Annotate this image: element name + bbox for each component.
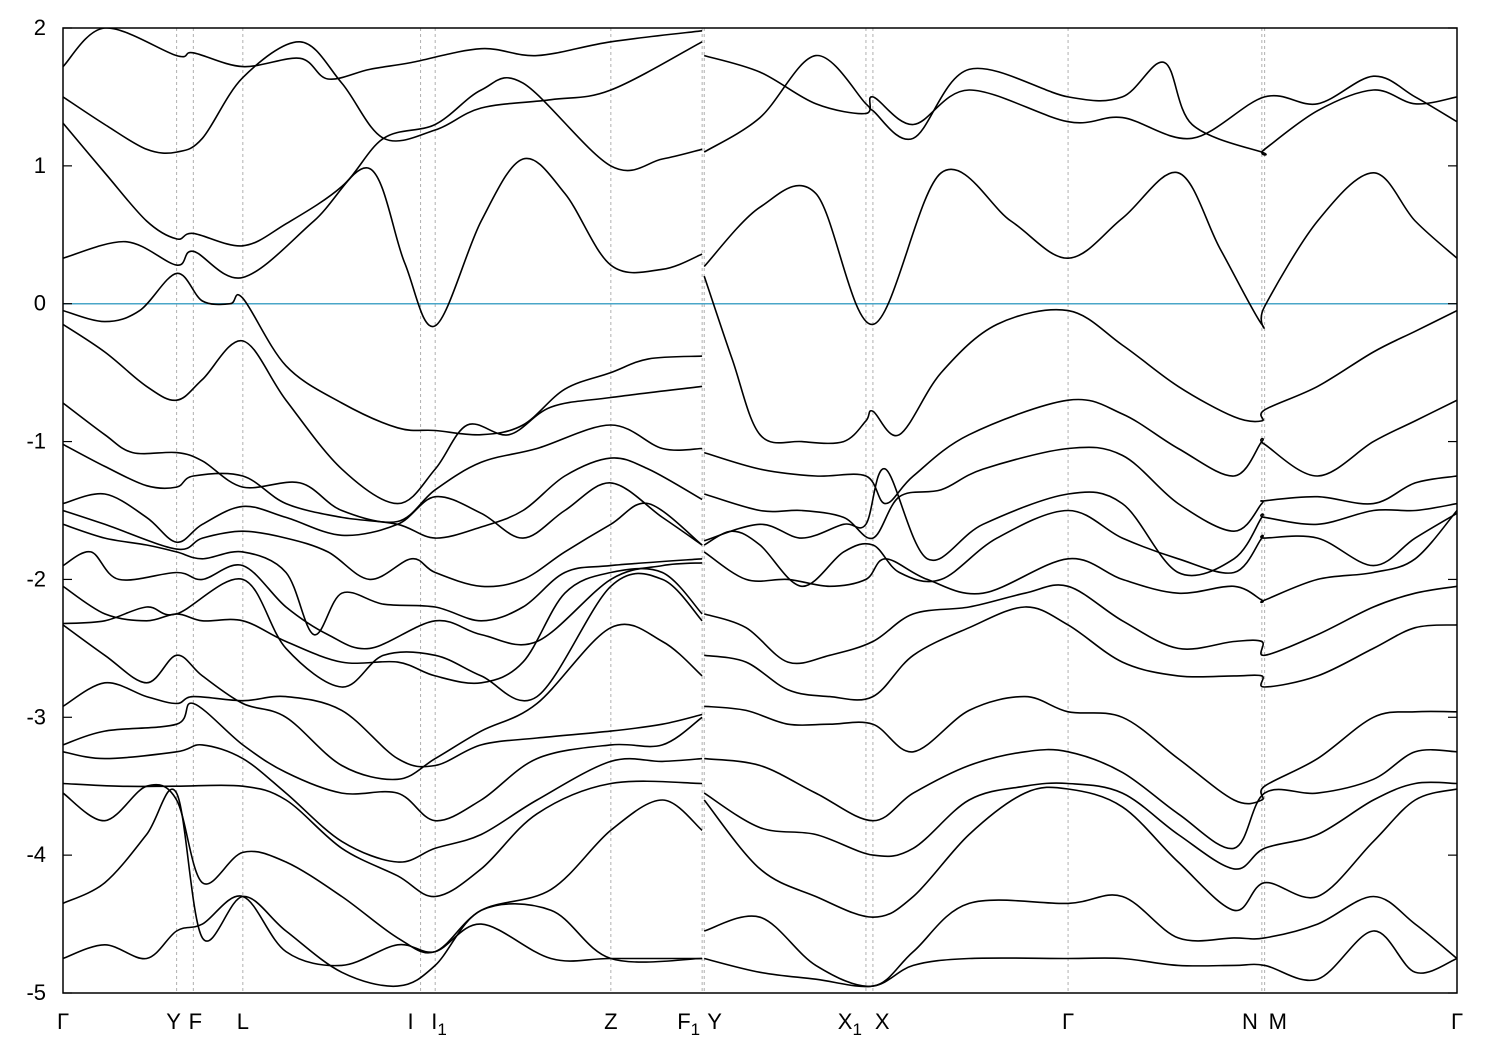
band-28 [703, 468, 1457, 577]
band-27 [703, 446, 1457, 540]
band-9 [63, 502, 703, 588]
band-38 [704, 930, 1457, 988]
band-36 [703, 786, 1457, 919]
band-15 [63, 681, 703, 768]
band-21 [63, 895, 703, 967]
plot-frame [62, 27, 1458, 994]
y-tick-label: -1 [26, 429, 46, 454]
band-1 [63, 157, 703, 328]
band-25 [703, 54, 1457, 140]
x-tick-label-5: I1 [431, 1009, 447, 1039]
y-tick-label: -5 [26, 980, 46, 1005]
band-17 [63, 743, 703, 863]
y-tick-label: 2 [34, 15, 46, 40]
y-tick-label: -4 [26, 842, 46, 867]
band-16 [63, 702, 703, 822]
y-tick-label: -2 [26, 566, 46, 591]
x-tick-label-8: Y [707, 1009, 722, 1034]
high-symmetry-gridlines [176, 28, 1266, 993]
band-24 [703, 54, 1457, 156]
band-35 [703, 781, 1457, 870]
band-11 [63, 550, 703, 650]
y-axis-ticks: -5 -4 -3 -2 -1 0 1 2 [26, 15, 1457, 1005]
band-8 [63, 482, 703, 546]
band-29 [703, 509, 1457, 588]
x-tick-label-1: Y [166, 1009, 181, 1034]
x-tick-label-11: Γ [1062, 1009, 1074, 1034]
band-7 [63, 443, 703, 539]
x-tick-label-3: L [237, 1009, 249, 1034]
band-20 [63, 788, 703, 988]
band-23 [703, 168, 1457, 329]
y-tick-label: -3 [26, 704, 46, 729]
x-tick-label-10: X [875, 1009, 890, 1034]
band-34 [704, 748, 1457, 850]
band-31 [703, 584, 1457, 665]
band-lines [63, 28, 1457, 988]
band-6 [63, 402, 703, 524]
x-tick-label-9: X1 [838, 1009, 862, 1039]
band-4 [63, 28, 703, 81]
band-37 [703, 894, 1457, 988]
band-26 [703, 398, 1457, 505]
x-tick-label-4: I [407, 1009, 413, 1034]
x-tick-label-14: Γ [1451, 1009, 1463, 1034]
band-13 [63, 572, 703, 702]
x-tick-label-13: M [1269, 1009, 1287, 1034]
band-32 [704, 606, 1457, 701]
band-22 [703, 275, 1457, 445]
band-14 [63, 623, 703, 781]
x-tick-label-6: Z [604, 1009, 617, 1034]
band-0 [63, 272, 703, 436]
x-tick-label-12: N [1242, 1009, 1258, 1034]
band-19 [63, 783, 703, 954]
x-tick-label-0: Γ [57, 1009, 69, 1034]
band-2 [63, 77, 703, 247]
band-30 [703, 509, 1457, 604]
y-tick-label: 1 [34, 153, 46, 178]
x-tick-label-7: F1 [677, 1009, 700, 1039]
band-10 [63, 523, 703, 636]
x-axis-ticks: Γ Y F L I I1 Z F1 Y X1 X Γ N M Γ [57, 1009, 1463, 1039]
band-3 [63, 40, 703, 155]
band-18 [63, 780, 703, 898]
band-5 [63, 323, 703, 505]
band-33 [704, 695, 1457, 805]
y-tick-label: 0 [34, 291, 46, 316]
band-12 [63, 567, 703, 685]
x-tick-label-2: F [189, 1009, 202, 1034]
